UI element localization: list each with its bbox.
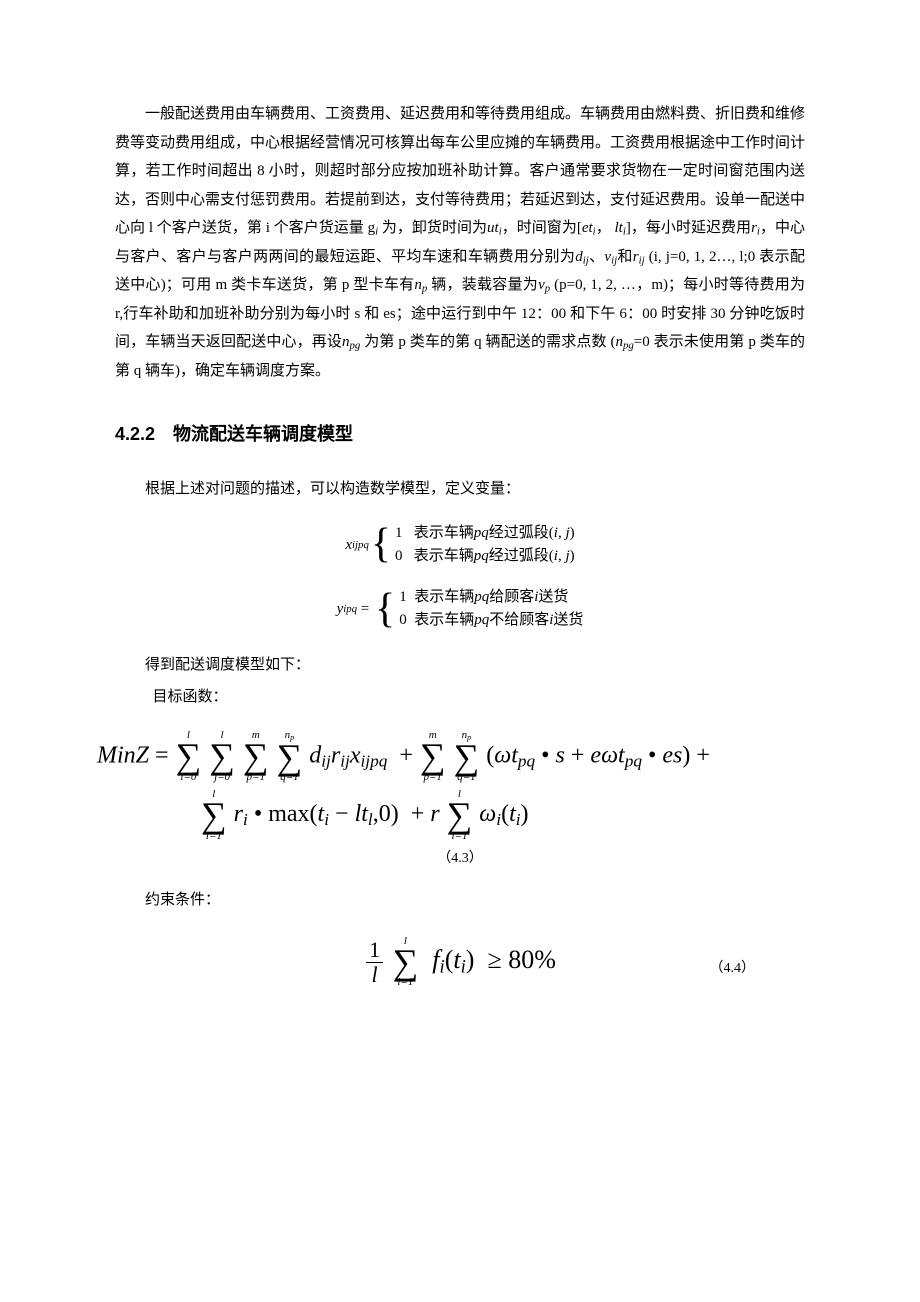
equation-objective-line2: l∑i=1 ri • max(ti − ltl,0) + r l∑i=1 ωi(…: [115, 789, 805, 842]
equation-number-4-4: （4.4）: [710, 956, 756, 983]
equation-x-def: xijpq { 1 表示车辆pq经过弧段(i, j) 0 表示车辆pq经过弧段(…: [115, 522, 805, 569]
paragraph-3: 得到配送调度模型如下：: [115, 651, 805, 680]
paragraph-1: 一般配送费用由车辆费用、工资费用、延迟费用和等待费用组成。车辆费用由燃料费、折旧…: [115, 100, 805, 385]
equation-constraint-4-4: 1l l∑i=1 fi(ti) ≥ 80% （4.4）: [115, 935, 805, 988]
label-objective: 目标函数：: [115, 683, 805, 712]
equation-number-4-3: （4.3）: [115, 846, 805, 873]
equation-y-def: yipq = { 1 表示车辆pq给顾客i送货 0 表示车辆pq不给顾客i送货: [115, 586, 805, 633]
label-constraints: 约束条件：: [115, 886, 805, 915]
section-heading: 4.2.2 物流配送车辆调度模型: [115, 417, 805, 451]
paragraph-2: 根据上述对问题的描述，可以构造数学模型，定义变量：: [115, 475, 805, 504]
equation-objective-line1: MinZ = l∑i=0 l∑j=0 m∑p=1 np∑q=1 dijrijxi…: [97, 730, 805, 784]
